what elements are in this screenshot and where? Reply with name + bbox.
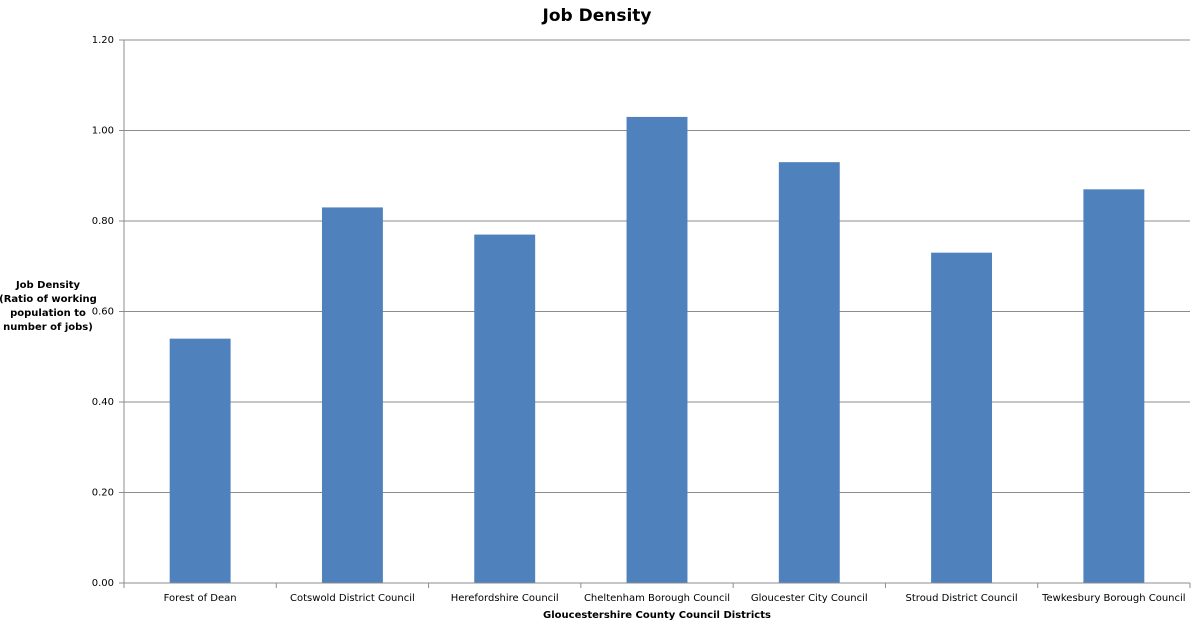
bar [169, 338, 231, 583]
x-tick-label: Herefordshire Council [451, 593, 559, 604]
x-tick-label: Cheltenham Borough Council [584, 593, 730, 604]
y-tick-label: 1.20 [92, 35, 114, 46]
bar [931, 252, 993, 584]
y-axis-label: population to [10, 308, 86, 319]
y-axis-label: (Ratio of working [0, 294, 97, 305]
bar [321, 207, 383, 584]
y-tick-label: 0.20 [92, 488, 114, 499]
y-tick-label: 1.00 [92, 126, 114, 137]
bar [778, 162, 840, 584]
chart-title: Job Density [542, 6, 652, 26]
y-axis-label: number of jobs) [3, 322, 93, 333]
x-axis-label: Gloucestershire County Council Districts [543, 610, 771, 621]
x-tick-label: Gloucester City Council [751, 593, 868, 604]
x-tick-label: Cotswold District Council [290, 593, 415, 604]
y-tick-label: 0.80 [92, 216, 114, 227]
y-tick-label: 0.60 [92, 307, 114, 318]
x-tick-label: Tewkesbury Borough Council [1041, 593, 1185, 604]
bar [1083, 189, 1145, 583]
y-axis-label: Job Density [15, 280, 81, 291]
y-tick-label: 0.00 [92, 578, 114, 589]
y-tick-label: 0.40 [92, 397, 114, 408]
x-tick-label: Forest of Dean [164, 593, 237, 604]
x-tick-label: Stroud District Council [906, 593, 1018, 604]
bar [626, 116, 688, 584]
bar [474, 234, 536, 583]
